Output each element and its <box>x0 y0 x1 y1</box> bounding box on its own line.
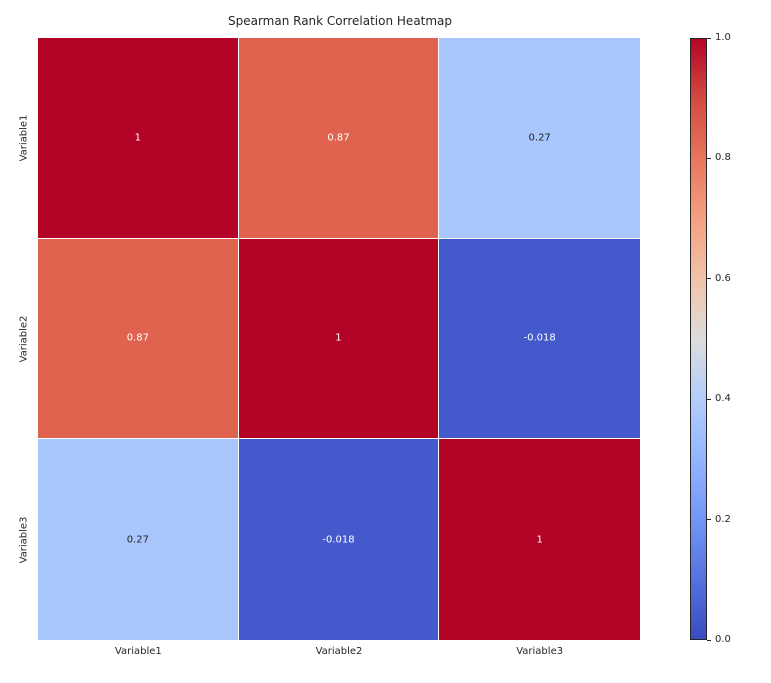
figure: Spearman Rank Correlation Heatmap 1 0.87 0… <box>0 0 771 683</box>
cell-annotation: 1 <box>335 333 341 344</box>
colorbar-tick <box>707 38 711 39</box>
heatmap-cell: 0.27 <box>38 439 239 640</box>
heatmap-cell: -0.018 <box>239 439 440 640</box>
colorbar-tick <box>707 399 711 400</box>
cell-annotation: 1 <box>135 132 141 143</box>
heatmap-cell: 0.27 <box>439 38 640 239</box>
heatmap-cell: -0.018 <box>439 239 640 440</box>
x-tick-label: Variable1 <box>115 646 162 657</box>
y-tick-label: Variable1 <box>19 115 30 162</box>
cell-annotation: 0.87 <box>127 333 149 344</box>
colorbar-tick-label: 0.2 <box>715 514 731 525</box>
cell-annotation: -0.018 <box>524 333 556 344</box>
heatmap-cell: 0.87 <box>38 239 239 440</box>
colorbar-tick <box>707 158 711 159</box>
cell-annotation: 0.27 <box>127 534 149 545</box>
colorbar-tick-label: 0.4 <box>715 393 731 404</box>
colorbar-tick-label: 0.0 <box>715 634 731 645</box>
x-tick-label: Variable2 <box>316 646 363 657</box>
colorbar-tick <box>707 640 711 641</box>
cell-annotation: 1 <box>536 534 542 545</box>
chart-title: Spearman Rank Correlation Heatmap <box>0 14 680 28</box>
colorbar: 0.00.20.40.60.81.0 <box>690 38 707 640</box>
cell-annotation: 0.27 <box>529 132 551 143</box>
heatmap-cell: 1 <box>239 239 440 440</box>
colorbar-tick <box>707 278 711 279</box>
heatmap-cell: 0.87 <box>239 38 440 239</box>
heatmap-grid: 1 0.87 0.27 0.87 1 -0.018 0.27 -0.018 1 <box>38 38 640 640</box>
colorbar-tick-label: 0.8 <box>715 152 731 163</box>
colorbar-tick-label: 1.0 <box>715 32 731 43</box>
colorbar-tick <box>707 519 711 520</box>
y-tick-label: Variable3 <box>19 516 30 563</box>
cell-annotation: 0.87 <box>327 132 349 143</box>
x-tick-label: Variable3 <box>516 646 563 657</box>
cell-annotation: -0.018 <box>322 534 354 545</box>
heatmap-cell: 1 <box>439 439 640 640</box>
y-tick-label: Variable2 <box>19 316 30 363</box>
colorbar-tick-label: 0.6 <box>715 273 731 284</box>
heatmap-cell: 1 <box>38 38 239 239</box>
colorbar-strip <box>690 38 707 640</box>
